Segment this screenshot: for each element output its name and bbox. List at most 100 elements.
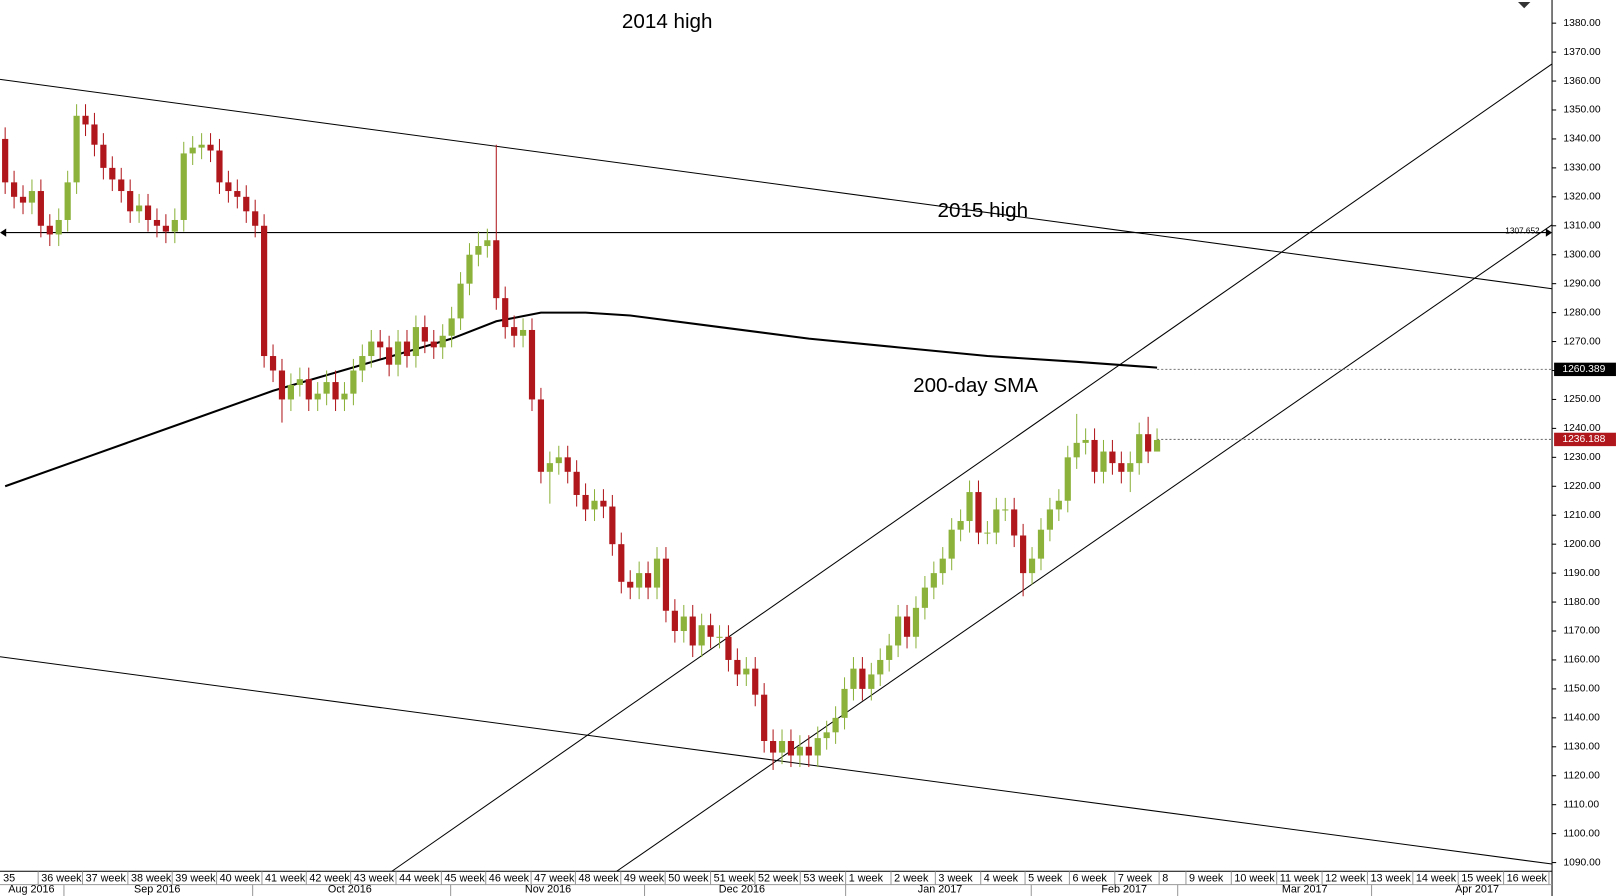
candle-body [1046,509,1054,530]
annotation: 2014 high [622,10,713,33]
candle-body [341,393,348,400]
candle-body [805,746,812,756]
trendline [0,78,1553,290]
menu-arrow[interactable] [1518,2,1531,9]
candle-body [153,219,161,226]
candle-body [1118,463,1125,472]
week-label: 53 week [803,872,844,884]
candle-body [377,341,384,348]
y-tick-label: 1330.00 [1563,163,1600,174]
month-label: Nov 2016 [525,884,571,896]
month-label: Aug 2016 [8,884,54,896]
candle-body [162,225,169,232]
candle-body [796,746,803,756]
candle-body [689,616,696,646]
candle-body [939,558,946,574]
candle-body [305,379,312,400]
candle-body [930,573,937,588]
candle-body [662,558,670,611]
candle-body [314,393,321,400]
line-handle [0,228,7,237]
y-tick-label: 1300.00 [1563,249,1600,260]
candle-body [591,500,598,510]
candle-body [573,471,580,495]
candle-body [707,625,714,637]
candle-body [770,741,777,753]
trendline [391,63,1553,872]
candle-body [671,610,678,632]
week-label: 36 week [41,872,82,884]
candle-body [519,329,527,336]
candle-body [832,717,839,733]
candle-body [850,668,857,689]
candle-body [216,150,223,183]
annotation: 2015 high [938,199,1029,222]
candle-body [493,240,500,299]
candle-body [475,246,482,255]
candle-body [287,384,294,400]
candle-body [269,356,277,371]
candle-body [368,341,375,357]
line-handle [1545,228,1553,237]
trendline [0,656,1553,865]
candle-body [403,341,411,357]
y-tick-label: 1220.00 [1563,481,1600,492]
candle-body [1082,439,1089,443]
candle-body [823,732,830,739]
candle-body [993,509,1000,533]
candle-body [323,382,330,394]
price-tag-label: 1260.389 [1562,364,1605,375]
week-label: 8 [1162,872,1168,884]
candle-body [600,500,607,507]
week-label: 16 week [1507,872,1548,884]
candle-body [332,382,339,400]
candle-body [46,225,53,235]
candle-body [37,191,44,226]
annotation: 200-day SMA [913,374,1038,397]
price-tag [1554,362,1616,377]
candle-body [636,573,643,588]
candle-body [1100,451,1107,472]
week-label: 6 week [1073,872,1108,884]
price-tag-label: 1236.188 [1562,434,1605,445]
candle-body [82,115,89,125]
candle-body [528,329,536,400]
candle-body [957,521,964,530]
week-label: 38 week [131,872,172,884]
y-tick-label: 1340.00 [1563,134,1600,145]
candle-body [10,182,18,197]
week-label: 47 week [534,872,575,884]
y-tick-label: 1380.00 [1563,18,1600,29]
candle-body [627,581,634,588]
week-label: 46 week [489,872,530,884]
week-label: 48 week [579,872,620,884]
candle-body [1153,439,1161,452]
week-label: 9 week [1189,872,1224,884]
week-label: 52 week [758,872,799,884]
candle-body [653,558,661,588]
week-label: 14 week [1416,872,1457,884]
candle-body [225,182,232,192]
candle-body [2,138,9,183]
candle-body [814,738,821,756]
week-label: 1 week [849,872,884,884]
candle-body [1011,509,1018,536]
sma-line [4,311,1158,488]
candle-body [19,196,27,203]
candle-body [1037,529,1045,559]
candle-body [1091,439,1098,472]
week-label: 51 week [714,872,755,884]
y-tick-label: 1240.00 [1563,423,1600,434]
y-tick-label: 1090.00 [1563,857,1600,868]
candle-body [859,668,866,689]
week-label: 11 week [1280,872,1320,884]
candle-body [55,219,62,235]
y-tick-label: 1180.00 [1563,597,1600,608]
candle-body [261,225,268,357]
candle-body [761,694,768,742]
month-label: Feb 2017 [1101,884,1147,896]
candle-body [877,659,884,675]
y-tick-label: 1190.00 [1563,568,1600,579]
line-label: 1307.652 [1505,227,1540,236]
candle-body [555,457,562,464]
